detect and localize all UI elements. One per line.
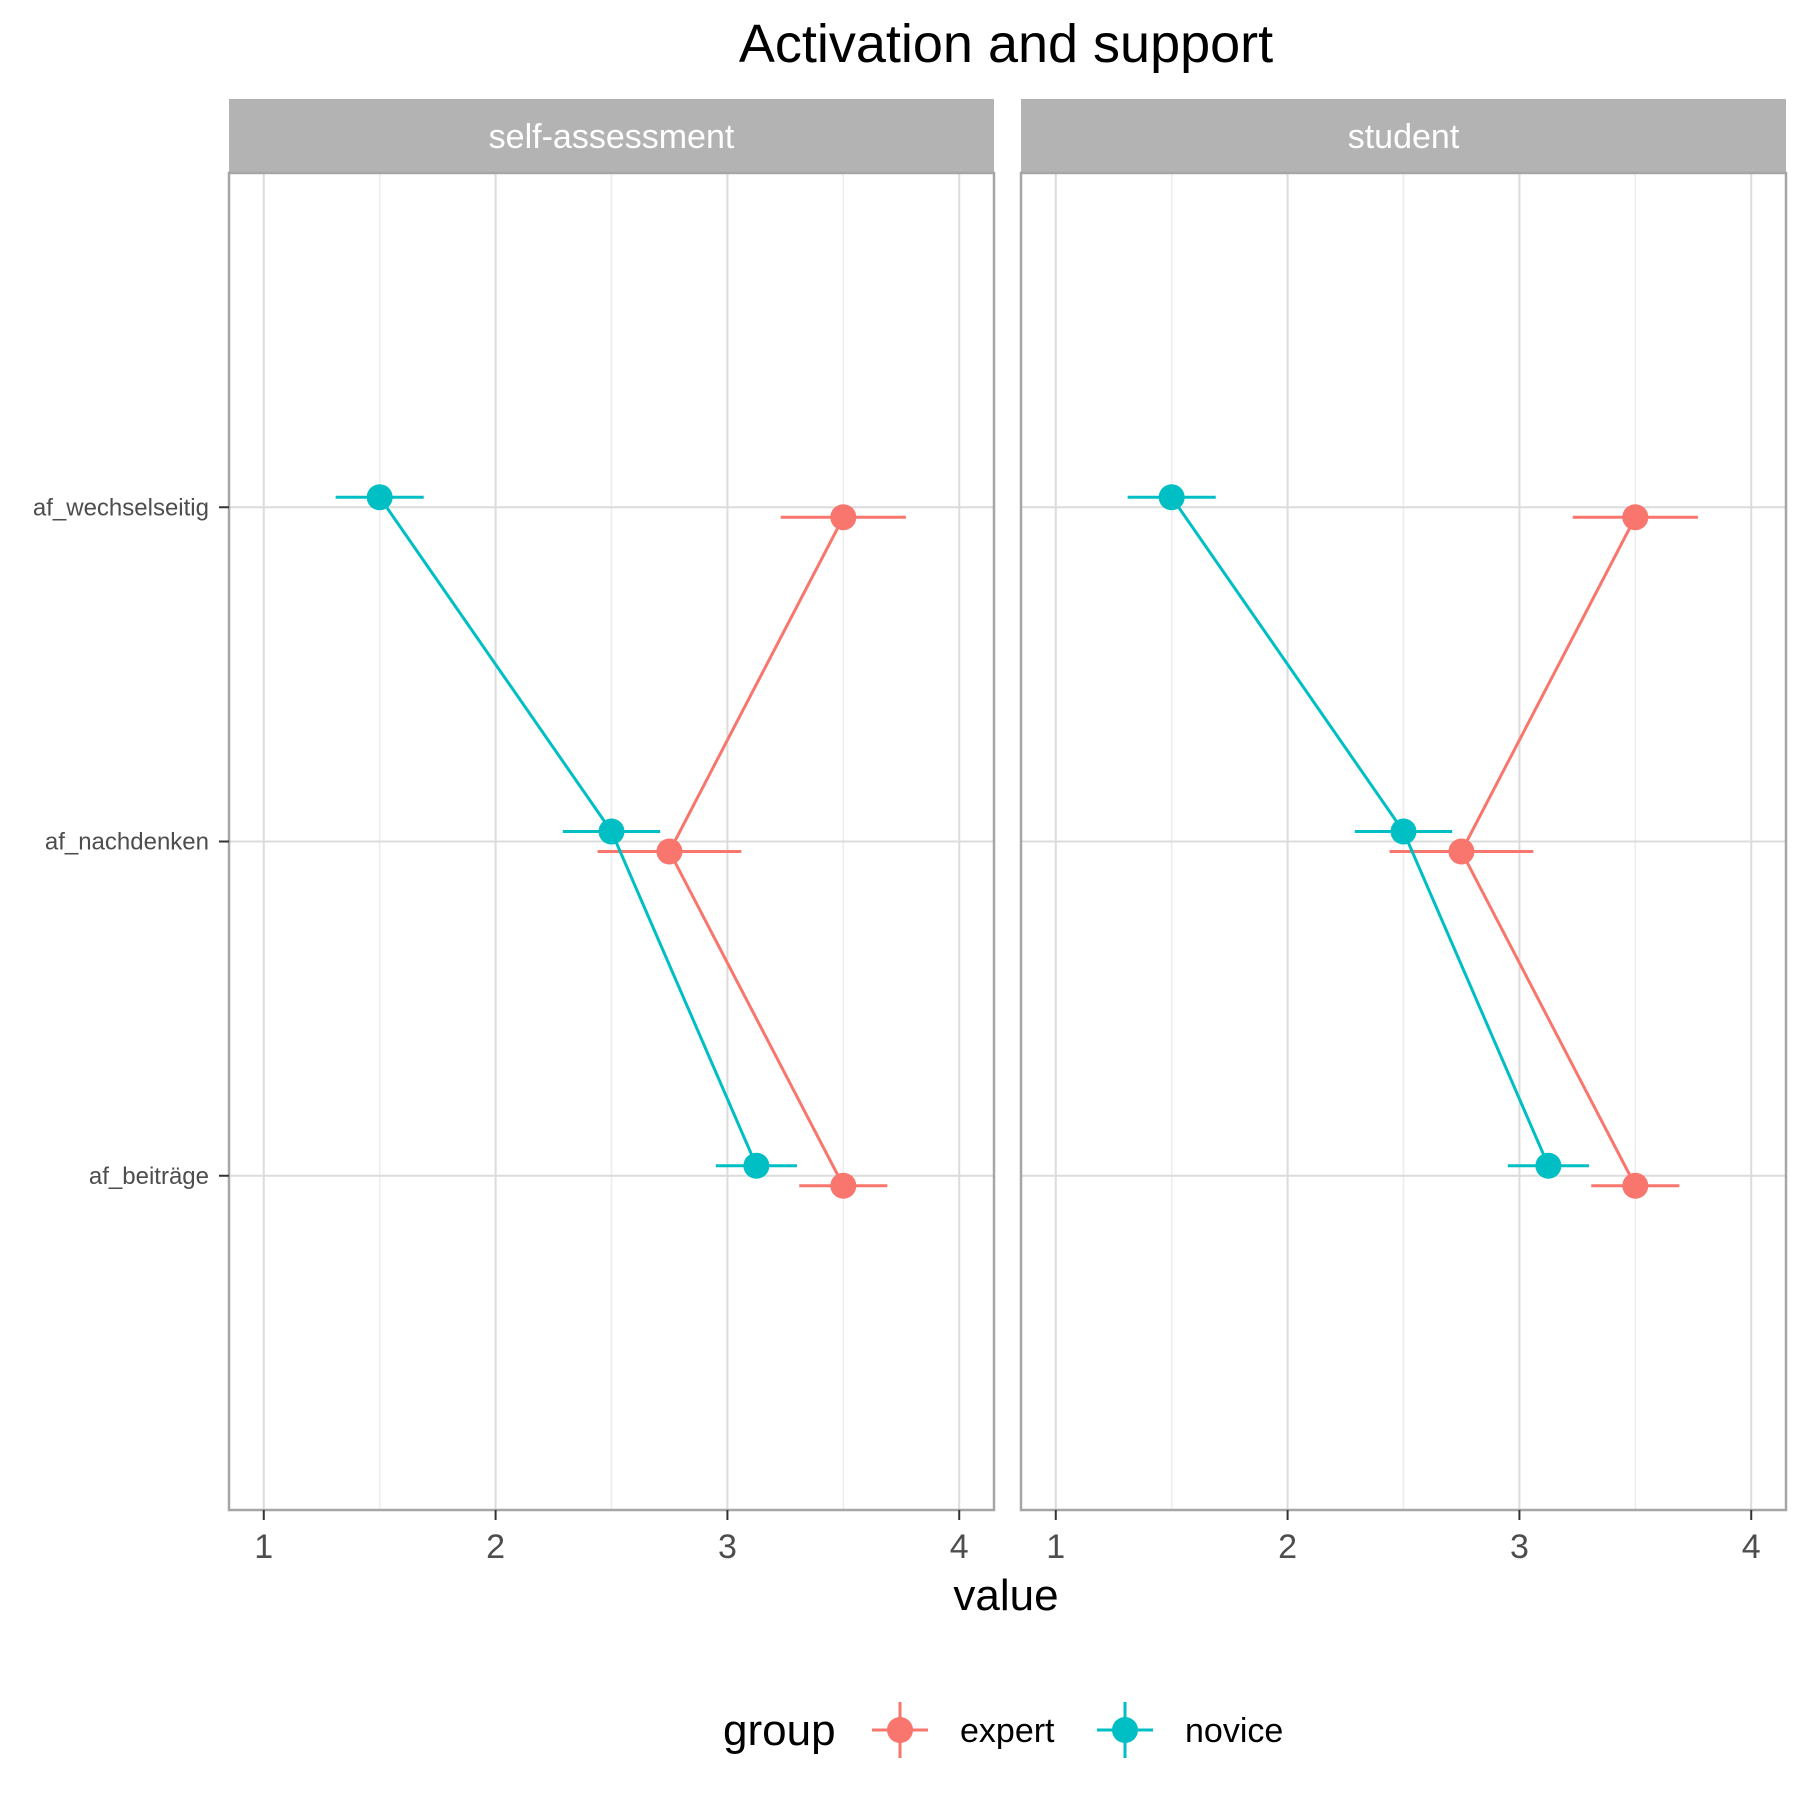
facet-strip [229, 99, 994, 173]
panels: self-assessment 1 2 3 4 student 1 2 3 4 [227, 99, 1788, 1566]
data-point [1622, 1172, 1649, 1199]
series-expert [1389, 504, 1698, 1199]
x-tick-label: 2 [486, 1528, 505, 1566]
series-novice [335, 484, 797, 1179]
x-tick-label: 4 [950, 1528, 969, 1566]
legend-item-expert: expert [872, 1702, 1055, 1758]
y-tick-label: af_wechselseitig [33, 494, 209, 521]
x-axis-label: value [953, 1571, 1058, 1620]
data-point [598, 818, 625, 845]
x-tick-label: 3 [718, 1528, 737, 1566]
data-point [830, 504, 857, 531]
data-point [656, 838, 683, 865]
panel-self-assessment: self-assessment 1 2 3 4 [227, 99, 996, 1566]
legend-label: expert [960, 1712, 1055, 1750]
data-point [1535, 1152, 1562, 1179]
x-tick-label: 1 [1046, 1528, 1065, 1566]
data-point [743, 1152, 770, 1179]
legend-item-novice: novice [1097, 1702, 1283, 1758]
legend-key-point [1112, 1717, 1138, 1743]
facet-strip [1021, 99, 1786, 173]
x-tick-label: 3 [1510, 1528, 1529, 1566]
y-axis: af_wechselseitig af_nachdenken af_beiträge [33, 494, 229, 1190]
panel-student: student 1 2 3 4 [1019, 99, 1788, 1566]
legend-key-point [887, 1717, 913, 1743]
data-point [1448, 838, 1475, 865]
x-tick-label: 1 [254, 1528, 273, 1566]
panel-border [1019, 171, 1788, 1512]
x-tick-label: 2 [1278, 1528, 1297, 1566]
facet-label: self-assessment [489, 118, 735, 156]
y-tick-label: af_beiträge [89, 1163, 209, 1190]
chart-title: Activation and support [739, 14, 1273, 74]
x-tick-label: 4 [1742, 1528, 1761, 1566]
series-expert [597, 504, 906, 1199]
data-point [366, 484, 393, 511]
legend-title: group [723, 1706, 836, 1755]
data-point [830, 1172, 857, 1199]
y-tick-label: af_nachdenken [45, 829, 209, 856]
data-point [1390, 818, 1417, 845]
data-point [1622, 504, 1649, 531]
legend: group expert novice [723, 1702, 1283, 1758]
series-novice [1127, 484, 1589, 1179]
facet-label: student [1348, 118, 1460, 156]
legend-label: novice [1185, 1712, 1283, 1750]
data-point [1158, 484, 1185, 511]
